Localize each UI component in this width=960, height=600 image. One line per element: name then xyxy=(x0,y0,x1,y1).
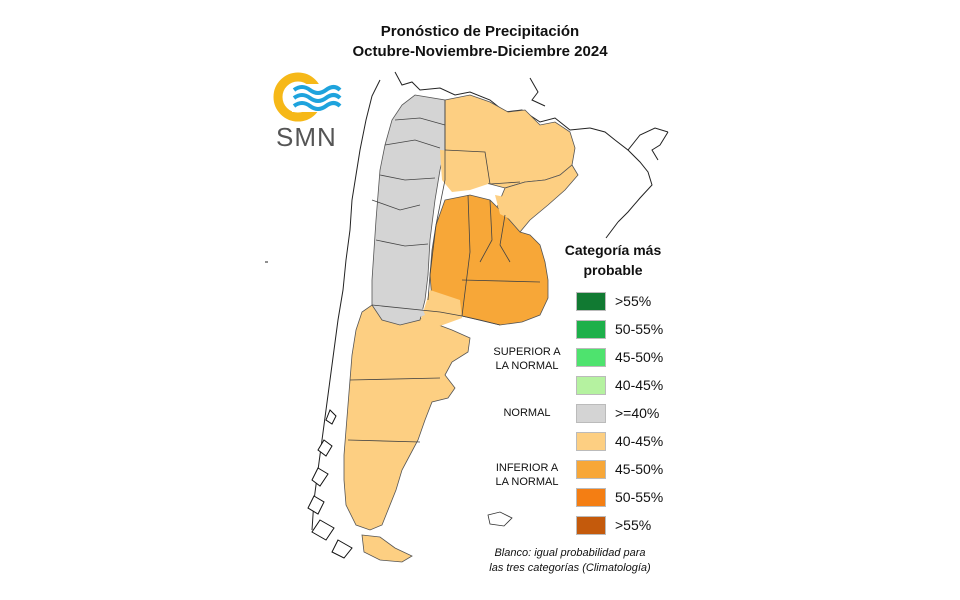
legend-label-superior-50-55: 50-55% xyxy=(615,321,664,337)
legend-label-inferior-55: >55% xyxy=(615,517,652,533)
legend-swatch-normal xyxy=(576,404,606,423)
legend-label-normal: >=40% xyxy=(615,405,660,421)
category-normal: NORMAL xyxy=(503,407,551,419)
legend-label-superior-40-45: 40-45% xyxy=(615,377,664,393)
legend-label-inferior-45-50: 45-50% xyxy=(615,461,664,477)
legend-title-line1: Categoría más xyxy=(564,242,662,258)
map-title-line1: Pronóstico de Precipitación xyxy=(380,23,580,40)
legend-label-inferior-50-55: 50-55% xyxy=(615,489,664,505)
legend-swatch-inferior-45-50 xyxy=(576,460,606,479)
legend-swatch-inferior-55 xyxy=(576,516,606,535)
category-inferior-line2: LA NORMAL xyxy=(495,476,559,488)
category-superior-line1: SUPERIOR A xyxy=(493,346,561,358)
patagonia-region xyxy=(343,304,471,531)
legend-label-superior-55: >55% xyxy=(615,293,652,309)
map-title-line2: Octubre-Noviembre-Diciembre 2024 xyxy=(352,43,608,60)
legend-note-line2: las tres categorías (Climatología) xyxy=(489,562,651,574)
smn-logo-text: SMN xyxy=(276,122,337,152)
legend-title-line2: probable xyxy=(583,262,643,278)
normal-west-region xyxy=(371,94,446,326)
legend-swatch-superior-50-55 xyxy=(576,320,606,339)
smn-logo-icon xyxy=(273,72,342,122)
legend-swatch-superior-45-50 xyxy=(576,348,606,367)
category-inferior-line1: INFERIOR A xyxy=(495,462,559,474)
legend-label-inferior-40-45: 40-45% xyxy=(615,433,664,449)
tierra-del-fuego xyxy=(361,534,413,563)
central-region xyxy=(429,194,549,326)
legend-swatch-inferior-40-45 xyxy=(576,432,606,451)
legend-note-line1: Blanco: igual probabilidad para xyxy=(494,547,646,559)
legend-swatch-inferior-50-55 xyxy=(576,488,606,507)
legend-swatch-superior-40-45 xyxy=(576,376,606,395)
legend-label-superior-45-50: 45-50% xyxy=(615,349,664,365)
legend-swatch-superior-55 xyxy=(576,292,606,311)
category-superior-line2: LA NORMAL xyxy=(495,360,559,372)
